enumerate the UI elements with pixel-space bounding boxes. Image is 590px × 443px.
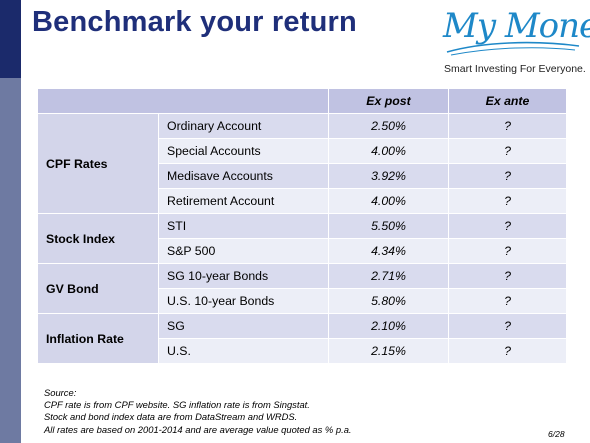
ex-post-value: 2.10% — [328, 313, 449, 339]
source-label: Source: — [44, 387, 77, 398]
logo-tagline: Smart Investing For Everyone. — [444, 63, 586, 75]
ex-post-value: 5.50% — [328, 213, 449, 239]
source-notes: Source: CPF rate is from CPF website. SG… — [44, 387, 352, 436]
ex-post-value: 2.50% — [328, 113, 449, 139]
ex-ante-value: ? — [448, 163, 567, 189]
table-row: S&P 500 4.34% ? — [38, 238, 567, 264]
ex-post-value: 2.15% — [328, 338, 449, 364]
ex-ante-value: ? — [448, 213, 567, 239]
group-label-cpf-rates: CPF Rates — [37, 113, 159, 214]
table-row: Stock Index STI 5.50% ? — [37, 213, 567, 264]
group-label-inflation-rate: Inflation Rate — [37, 313, 159, 364]
ex-post-value: 4.00% — [328, 138, 449, 164]
group-label-gv-bond: GV Bond — [37, 263, 159, 314]
row-label: Ordinary Account — [158, 113, 329, 139]
source-line: Stock and bond index data are from DataS… — [44, 411, 298, 423]
ex-post-value: 3.92% — [328, 163, 449, 189]
ex-ante-value: ? — [448, 238, 567, 264]
table-row: U.S. 2.15% ? — [38, 338, 567, 364]
table-row: U.S. 10-year Bonds 5.80% ? — [38, 288, 567, 314]
source-line: All rates are based on 2001-2014 and are… — [44, 423, 352, 435]
header-ex-ante: Ex ante — [448, 88, 567, 114]
row-label: Medisave Accounts — [158, 163, 329, 189]
group-label-stock-index: Stock Index — [37, 213, 159, 264]
ex-post-value: 5.80% — [328, 288, 449, 314]
ex-post-value: 4.00% — [328, 188, 449, 214]
header-ex-post: Ex post — [328, 88, 449, 114]
benchmark-table: Ex post Ex ante CPF Rates Ordinary Accou… — [37, 88, 567, 364]
ex-ante-value: ? — [448, 188, 567, 214]
source-line: CPF rate is from CPF website. SG inflati… — [44, 399, 310, 411]
table-row: CPF Rates Ordinary Account 2.50% ? — [37, 113, 567, 214]
row-label: Special Accounts — [158, 138, 329, 164]
table-row: GV Bond SG 10-year Bonds 2.71% ? — [37, 263, 567, 314]
ex-post-value: 4.34% — [328, 238, 449, 264]
ex-ante-value: ? — [448, 313, 567, 339]
my-money-logo: My Money Smart Investing For Everyone. — [443, 6, 590, 80]
ex-ante-value: ? — [448, 338, 567, 364]
row-label: U.S. 10-year Bonds — [158, 288, 329, 314]
row-label: S&P 500 — [158, 238, 329, 264]
row-label: SG — [158, 313, 329, 339]
row-label: Retirement Account — [158, 188, 329, 214]
row-label: SG 10-year Bonds — [158, 263, 329, 289]
table-row: Special Accounts 4.00% ? — [38, 138, 567, 164]
page-number: 6/28 — [548, 429, 565, 439]
left-accent-bar — [0, 0, 21, 443]
logo-swoosh-icon — [446, 41, 580, 56]
ex-ante-value: ? — [448, 263, 567, 289]
table-row: Retirement Account 4.00% ? — [38, 188, 567, 214]
row-label: STI — [158, 213, 329, 239]
slide-title: Benchmark your return — [32, 6, 357, 38]
ex-ante-value: ? — [448, 138, 567, 164]
ex-ante-value: ? — [448, 288, 567, 314]
header-blank-cell — [37, 88, 329, 114]
logo-brand-text: My Money — [443, 6, 590, 46]
ex-post-value: 2.71% — [328, 263, 449, 289]
row-label: U.S. — [158, 338, 329, 364]
table-row: Inflation Rate SG 2.10% ? — [37, 313, 567, 364]
ex-ante-value: ? — [448, 113, 567, 139]
table-header-row: Ex post Ex ante — [37, 88, 567, 114]
